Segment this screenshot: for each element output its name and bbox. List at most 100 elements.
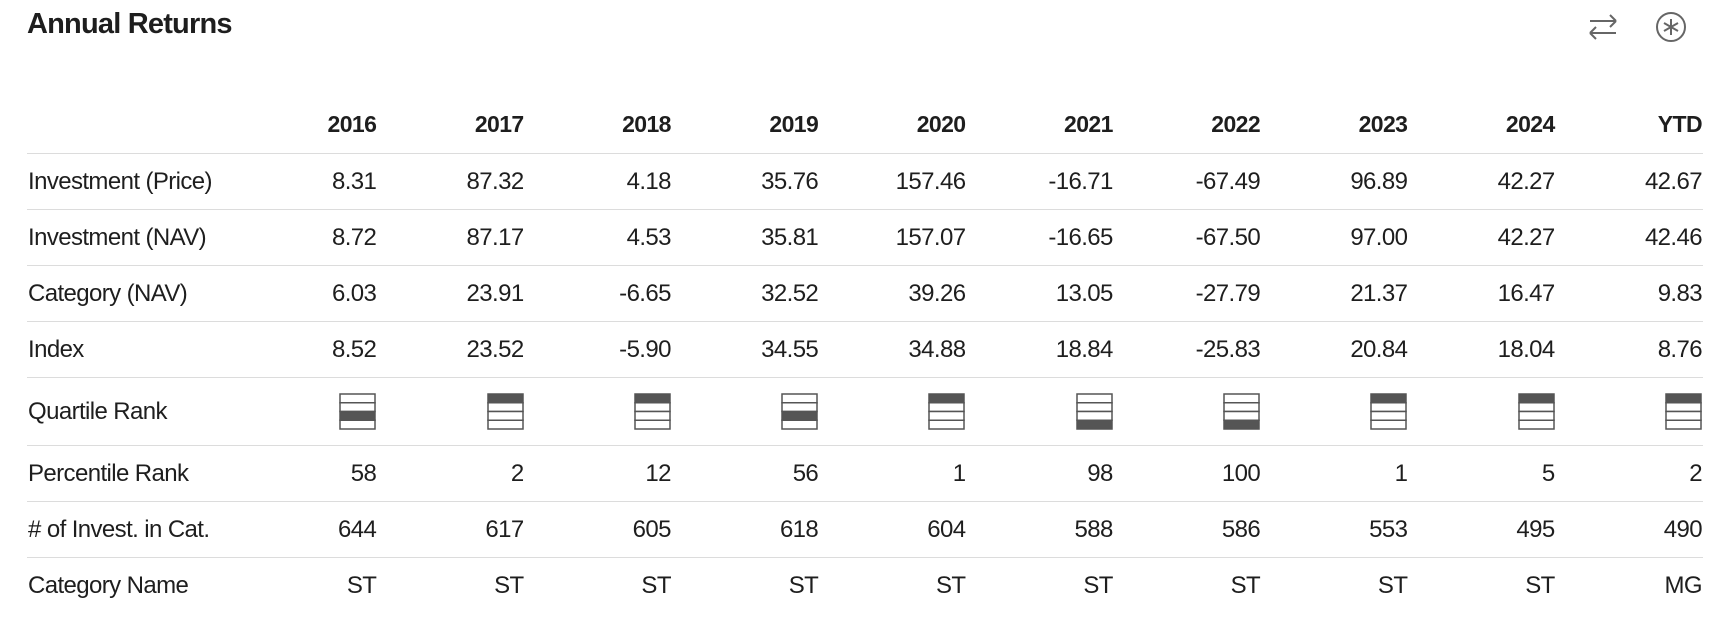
quartile-icon <box>1517 393 1555 430</box>
column-header: 2019 <box>671 95 820 154</box>
row-label: # of Invest. in Cat. <box>27 501 230 558</box>
cell: 100 <box>1113 445 1262 502</box>
cell: 588 <box>966 501 1114 558</box>
row-label: Percentile Rank <box>27 445 230 502</box>
quartile-band <box>1076 419 1113 430</box>
cell: 56 <box>671 445 820 502</box>
quartile-icon <box>928 393 966 430</box>
cell: 16.47 <box>1408 265 1556 322</box>
row-label: Quartile Rank <box>27 377 230 446</box>
cell: 23.91 <box>377 265 525 322</box>
cell: 586 <box>1113 501 1262 558</box>
cell: -16.65 <box>966 209 1114 266</box>
cell: 35.76 <box>671 153 820 210</box>
settings-button[interactable] <box>1654 10 1688 44</box>
cell: ST <box>641 571 671 599</box>
title: Annual Returns <box>27 8 233 40</box>
quartile-band <box>1370 419 1408 430</box>
cell: 157.07 <box>819 209 967 266</box>
row-label: Investment (Price) <box>27 153 230 210</box>
quartile-cell <box>1261 377 1409 446</box>
row: Quartile Rank <box>27 377 1703 446</box>
cell: 495 <box>1408 501 1556 558</box>
cell: 21.37 <box>1261 265 1409 322</box>
cell: ST <box>936 571 966 599</box>
cell: 42.46 <box>1555 209 1703 266</box>
quartile-band <box>1076 393 1113 404</box>
cell: 97.00 <box>1261 209 1409 266</box>
column-header: 2022 <box>1113 95 1262 154</box>
quartile-band <box>781 393 818 404</box>
cell: 32.52 <box>671 265 820 322</box>
cell: -25.83 <box>1113 321 1262 378</box>
cell: 87.32 <box>377 153 525 210</box>
cell: 8.76 <box>1555 321 1703 378</box>
quartile-icon <box>1370 393 1408 430</box>
quartile-band <box>339 402 377 413</box>
cell: 98 <box>966 445 1114 502</box>
row: Category (NAV) 6.03 23.91 -6.65 32.52 39.26 13… <box>27 265 1703 322</box>
row-label: Category Name <box>28 571 189 599</box>
cell: 87.17 <box>377 209 525 266</box>
swap-button[interactable] <box>1586 10 1620 44</box>
cell: 34.88 <box>819 321 967 378</box>
cell: 4.53 <box>524 209 672 266</box>
column-header: 2020 <box>819 95 967 154</box>
cell: MG <box>1664 571 1703 599</box>
quartile-cell <box>524 377 672 446</box>
cell: -5.90 <box>524 321 672 378</box>
quartile-band <box>781 402 818 413</box>
cell: 39.26 <box>819 265 967 322</box>
quartile-band <box>928 410 966 421</box>
quartile-band <box>1517 419 1555 430</box>
cell: 618 <box>671 501 820 558</box>
column-header: 2017 <box>377 95 525 154</box>
quartile-band <box>634 410 671 421</box>
cell: 12 <box>524 445 672 502</box>
cell: ST <box>1525 571 1555 599</box>
column-header: 2024 <box>1408 95 1556 154</box>
cell: 617 <box>377 501 525 558</box>
quartile-icon <box>1076 393 1113 430</box>
quartile-band <box>1223 393 1260 404</box>
cell: 605 <box>524 501 672 558</box>
cell: 2 <box>377 445 525 502</box>
cell: 9.83 <box>1555 265 1703 322</box>
cell: 1 <box>1261 445 1409 502</box>
quartile-band <box>634 402 671 413</box>
cell: -27.79 <box>1113 265 1262 322</box>
column-header: 2016 <box>230 95 378 154</box>
quartile-band <box>928 393 966 404</box>
quartile-band <box>781 410 818 421</box>
cell: 96.89 <box>1261 153 1409 210</box>
quartile-band <box>1517 410 1555 421</box>
quartile-band <box>1517 402 1555 413</box>
quartile-cell <box>377 377 525 446</box>
quartile-band <box>339 419 377 430</box>
cell: 13.05 <box>966 265 1114 322</box>
quartile-cell <box>1555 377 1703 446</box>
quartile-band <box>781 419 818 430</box>
cell: -67.50 <box>1113 209 1262 266</box>
cell: ST <box>494 571 524 599</box>
quartile-band <box>1370 393 1408 404</box>
toolbar <box>1586 10 1688 44</box>
quartile-band <box>1223 410 1260 421</box>
quartile-band <box>634 419 671 430</box>
cell: 18.04 <box>1408 321 1556 378</box>
cell: 18.84 <box>966 321 1114 378</box>
quartile-cell <box>819 377 967 446</box>
cell: 1 <box>819 445 967 502</box>
quartile-band <box>1665 419 1702 430</box>
quartile-band <box>486 402 524 413</box>
quartile-band <box>1665 410 1702 421</box>
quartile-band <box>1076 402 1113 413</box>
quartile-icon <box>1223 393 1260 430</box>
quartile-icon <box>781 393 818 430</box>
column-header: 2021 <box>966 95 1114 154</box>
cell: 2 <box>1555 445 1703 502</box>
cell: 35.81 <box>671 209 820 266</box>
quartile-band <box>1665 393 1702 404</box>
column-header: 2023 <box>1261 95 1409 154</box>
quartile-cell <box>671 377 820 446</box>
